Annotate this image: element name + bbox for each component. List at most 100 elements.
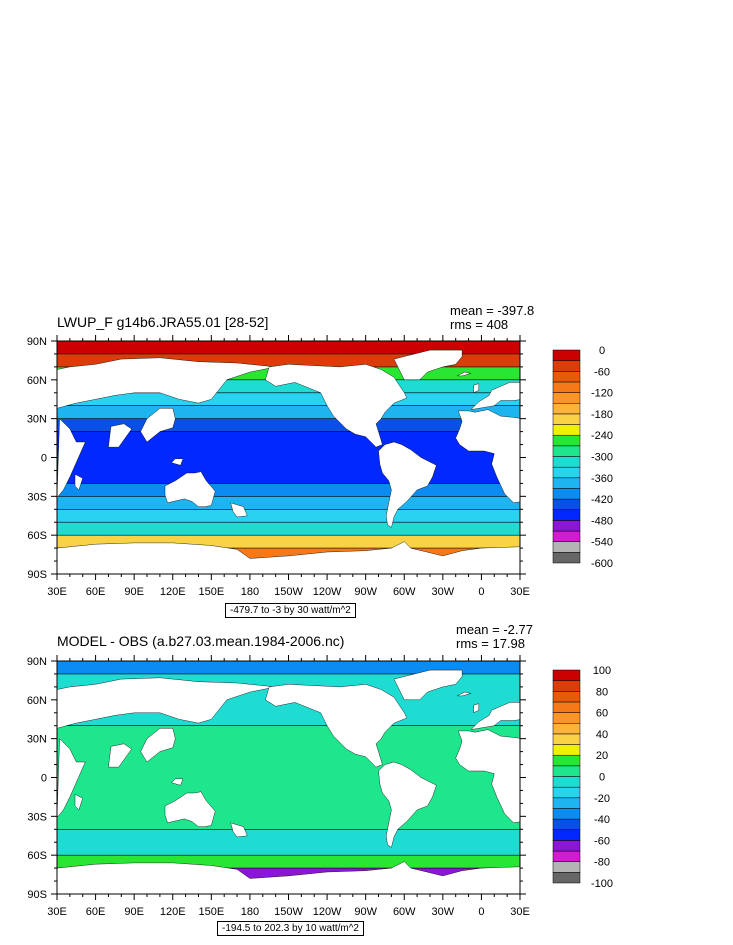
y-tick-label: 30S [27, 811, 47, 823]
colorbar-label: -420 [591, 494, 613, 506]
colorbar-label: -480 [591, 515, 613, 527]
land-mass [393, 669, 463, 700]
colorbar-swatch [552, 712, 581, 724]
map-field [57, 661, 520, 894]
colorbar-swatch [552, 808, 581, 820]
field-band [57, 496, 520, 510]
field-band [57, 725, 520, 740]
x-tick-label: 60E [86, 586, 106, 598]
land-mass [456, 691, 472, 697]
x-tick-label: 180 [241, 586, 259, 598]
colorbar-swatch [552, 466, 581, 479]
land-mass [140, 728, 176, 763]
field-band [57, 803, 520, 817]
land-mass [57, 541, 520, 574]
land-mass [171, 778, 184, 786]
colorbar-label: 60 [596, 708, 608, 720]
map-field [57, 341, 520, 574]
land-mass [230, 822, 248, 838]
x-tick-label: 90E [124, 586, 144, 598]
land-mass [470, 382, 520, 410]
colorbar-swatch [552, 392, 581, 404]
land-mass [455, 409, 520, 504]
colorbar-swatch [552, 520, 581, 532]
land-mass [74, 473, 83, 491]
land-mass [164, 471, 216, 507]
field-band [57, 405, 520, 420]
colorbar-swatch [552, 349, 581, 361]
land-mass [265, 684, 408, 768]
x-tick-label: 30E [47, 586, 67, 598]
colorbar-label: -600 [591, 558, 613, 570]
colorbar-swatch [552, 776, 581, 788]
x-tick-label: 90E [124, 906, 144, 918]
panel2-colorbar: 100 80 60 40 20 0 -20 -40 -60 -80 -100 [552, 665, 613, 890]
field-band [57, 444, 520, 458]
y-tick-label: 60S [27, 530, 47, 542]
land-mass [378, 761, 437, 848]
colorbar-label: -180 [591, 409, 613, 421]
panel1-map: 30E 60E 90E 120E 150E 180 150W 120W 90W 60W 30W 0 30… [27, 335, 530, 598]
colorbar-swatch [552, 360, 581, 372]
x-tick-label: 120W [313, 586, 342, 598]
colorbar-swatch [552, 424, 581, 436]
panel1-mean: mean = -397.8 [450, 303, 535, 318]
colorbar-swatch [552, 840, 581, 852]
x-tick-label: 180 [241, 906, 259, 918]
y-tick-label: 0 [41, 453, 47, 465]
colorbar-swatch [552, 850, 581, 862]
colorbar-swatch [552, 456, 581, 468]
y-tick-label: 90N [27, 336, 47, 348]
panel2-range-label: -194.5 to 202.3 by 10 watt/m^2 [217, 921, 364, 936]
x-tick-label: 120E [160, 586, 186, 598]
colorbar-swatch [552, 371, 581, 383]
y-tick-label: 90S [27, 889, 47, 901]
land-mass [57, 677, 276, 729]
colorbar-swatch [552, 701, 581, 713]
x-tick-label: 30E [47, 906, 67, 918]
y-tick-label: 90S [27, 569, 47, 581]
field-band [57, 522, 520, 536]
colorbar-label: -60 [594, 366, 610, 378]
field-band [57, 790, 520, 804]
land-mass [57, 357, 276, 409]
colorbar-swatch [552, 403, 581, 415]
field-band [57, 483, 520, 497]
colorbar-swatch [552, 818, 581, 831]
colorbar-swatch [552, 413, 581, 425]
land-mass [470, 702, 520, 730]
x-tick-label: 60W [393, 906, 416, 918]
colorbar-swatch [552, 498, 581, 511]
colorbar-swatch [552, 765, 581, 777]
x-tick-label: 150W [274, 906, 303, 918]
land-mass [108, 743, 132, 768]
field-band [57, 712, 520, 727]
field-band [57, 764, 520, 778]
colorbar-label: -40 [594, 814, 610, 826]
land-mass [171, 458, 184, 466]
colorbar-swatch [552, 691, 581, 703]
colorbar-swatch [552, 829, 581, 841]
colorbar-swatch [552, 744, 581, 756]
land-mass [230, 502, 248, 518]
land-mass [57, 738, 86, 818]
colorbar-label: -300 [591, 452, 613, 464]
field-band [57, 777, 520, 791]
land-mass [265, 364, 408, 448]
land-mass [378, 441, 437, 528]
land-mass [74, 793, 83, 811]
panel2-mean: mean = -2.77 [456, 622, 533, 637]
x-tick-label: 150E [198, 586, 224, 598]
colorbar-swatch [552, 509, 581, 521]
field-band [57, 661, 520, 675]
colorbar-swatch [552, 530, 581, 542]
land-mass [108, 423, 132, 448]
land-mass [455, 729, 520, 824]
colorbar-label: -540 [591, 537, 613, 549]
land-mass [57, 418, 86, 498]
field-band [57, 842, 520, 856]
land-mass [456, 371, 472, 377]
colorbar-label: 100 [593, 665, 611, 677]
x-tick-label: 30W [432, 906, 455, 918]
field-band [57, 829, 520, 843]
